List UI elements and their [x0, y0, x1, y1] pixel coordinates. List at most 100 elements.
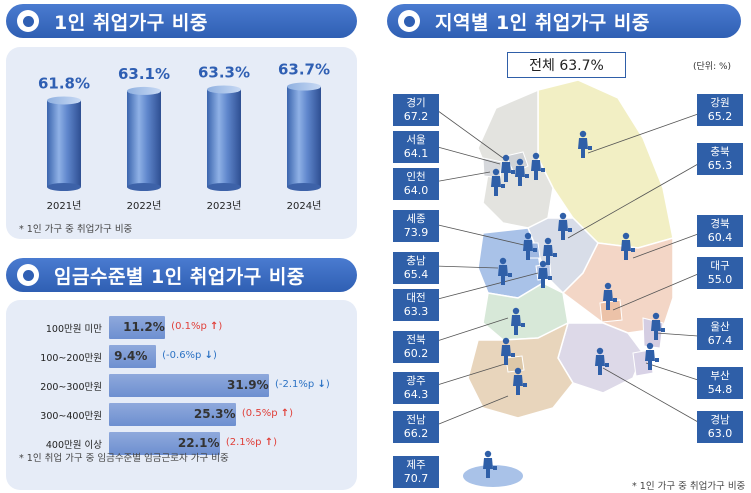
wage-bar: [109, 403, 236, 426]
wage-bar: [109, 374, 269, 397]
region-label-box: 세종 73.9: [393, 210, 439, 242]
arrow-down-icon: ↓: [317, 379, 326, 390]
year-bar: [47, 100, 81, 187]
region-value: 63.3: [403, 305, 429, 318]
wage-bar-chart: 100만원 미만 11.2% (0.1%p ↑) 100~200만원 9.4% (-0.6…: [6, 300, 357, 460]
year-bar-top: [287, 82, 321, 91]
wage-category-label: 100만원 미만: [45, 324, 102, 335]
region-name: 충남: [406, 255, 426, 267]
wage-change-label: (-0.6%p ↓): [162, 350, 217, 361]
section-header-employment-ratio: 1인 취업가구 비중: [6, 4, 357, 38]
year-value-label: 63.7%: [278, 61, 330, 79]
year-bar-base: [47, 183, 81, 191]
bullet-icon: [398, 10, 420, 32]
arrow-down-icon: ↓: [204, 350, 213, 361]
region-value: 65.2: [707, 110, 733, 123]
person-icon: [491, 168, 505, 196]
wage-change-label: (-2.1%p ↓): [275, 379, 330, 390]
year-bar: [127, 90, 161, 187]
wage-category-label: 200~300만원: [40, 382, 102, 393]
year-category-label: 2022년: [127, 200, 162, 212]
section-title: 1인 취업가구 비중: [54, 11, 208, 34]
region-name: 대전: [406, 292, 426, 304]
section-title: 지역별 1인 취업가구 비중: [435, 11, 650, 34]
section-header-regional: 지역별 1인 취업가구 비중: [387, 4, 741, 38]
region-name: 서울: [406, 134, 426, 146]
region-label-box: 제주 70.7: [393, 456, 439, 488]
year-bar: [287, 86, 321, 187]
region-value: 54.8: [707, 383, 733, 396]
wage-value-label: 22.1%: [177, 436, 220, 450]
region-name: 강원: [710, 97, 730, 109]
region-value: 64.1: [403, 147, 429, 160]
person-icon: [543, 237, 557, 265]
yearly-chart-panel: 61.8% 2021년 63.1% 2022년 63.3% 2023년 63.7% 2024년…: [6, 47, 357, 239]
region-label-box: 충남 65.4: [393, 252, 439, 284]
region-label-box: 경기 67.2: [393, 94, 439, 126]
wage-change-label: (2.1%p ↑): [225, 437, 277, 448]
wage-value-label: 9.4%: [114, 349, 148, 363]
region-name: 광주: [406, 375, 426, 387]
person-icon: [621, 232, 635, 260]
map-region-daegu: [599, 299, 623, 323]
region-name: 경북: [710, 218, 730, 230]
region-label-box: 울산 67.4: [697, 318, 743, 350]
region-label-box: 강원 65.2: [697, 94, 743, 126]
arrow-up-icon: ↑: [210, 321, 219, 332]
person-icon: [511, 307, 525, 335]
region-label-box: 대전 63.3: [393, 289, 439, 321]
region-value: 73.9: [403, 226, 429, 239]
region-value: 55.0: [707, 273, 733, 286]
national-total-box: 전체 63.7%: [507, 52, 626, 78]
person-icon: [603, 282, 617, 310]
year-category-label: 2023년: [207, 200, 242, 212]
year-bar-top: [47, 96, 81, 105]
wage-value-label: 25.3%: [193, 407, 236, 421]
wage-change-label: (0.5%p ↑): [241, 408, 294, 419]
person-icon: [501, 154, 515, 182]
section-header-wage-level: 임금수준별 1인 취업가구 비중: [6, 258, 357, 292]
year-category-label: 2021년: [47, 200, 82, 212]
wage-footnote: * 1인 취업 가구 중 임금수준별 임금근로자 가구 비중: [19, 453, 229, 464]
person-icon: [558, 212, 572, 240]
region-label-box: 경남 63.0: [697, 411, 743, 443]
person-icon: [515, 158, 529, 186]
person-icon: [651, 312, 665, 340]
yearly-bar-chart: 61.8% 2021년 63.1% 2022년 63.3% 2023년 63.7% 2024년: [38, 61, 330, 212]
map-region-gwangju: [505, 355, 525, 373]
year-bar-base: [127, 183, 161, 191]
region-name: 제주: [406, 459, 426, 471]
region-label-box: 전북 60.2: [393, 331, 439, 363]
yearly-footnote: * 1인 가구 중 취업가구 비중: [19, 224, 133, 235]
region-label-box: 경북 60.4: [697, 215, 743, 247]
person-icon: [483, 450, 497, 478]
region-value: 60.4: [707, 231, 733, 244]
region-label-box: 대구 55.0: [697, 257, 743, 289]
year-bar-top: [207, 85, 241, 94]
wage-category-label: 400만원 이상: [45, 440, 102, 451]
region-value: 65.4: [403, 268, 429, 281]
person-icon: [538, 260, 552, 288]
korea-map: [433, 79, 699, 487]
person-icon: [523, 232, 537, 260]
wage-chart-panel: 100만원 미만 11.2% (0.1%p ↑) 100~200만원 9.4% (-0.6…: [6, 300, 357, 490]
wage-bar: [109, 432, 220, 455]
region-value: 66.2: [403, 427, 429, 440]
arrow-up-icon: ↑: [264, 437, 274, 448]
bullet-icon: [17, 264, 39, 286]
wage-change-label: (0.1%p ↑): [171, 321, 223, 332]
region-name: 충북: [710, 146, 730, 158]
region-value: 67.4: [707, 334, 733, 347]
year-bar-top: [127, 86, 161, 95]
region-name: 부산: [710, 370, 730, 382]
year-value-label: 63.1%: [118, 65, 170, 83]
arrow-up-icon: ↑: [280, 408, 290, 419]
region-value: 64.3: [403, 388, 429, 401]
region-label-box: 전남 66.2: [393, 411, 439, 443]
region-name: 전북: [406, 334, 426, 346]
region-value: 65.3: [707, 159, 733, 172]
wage-bar: [109, 316, 166, 339]
bullet-icon: [17, 10, 39, 32]
region-value: 63.0: [707, 427, 733, 440]
year-bar-base: [287, 183, 321, 191]
